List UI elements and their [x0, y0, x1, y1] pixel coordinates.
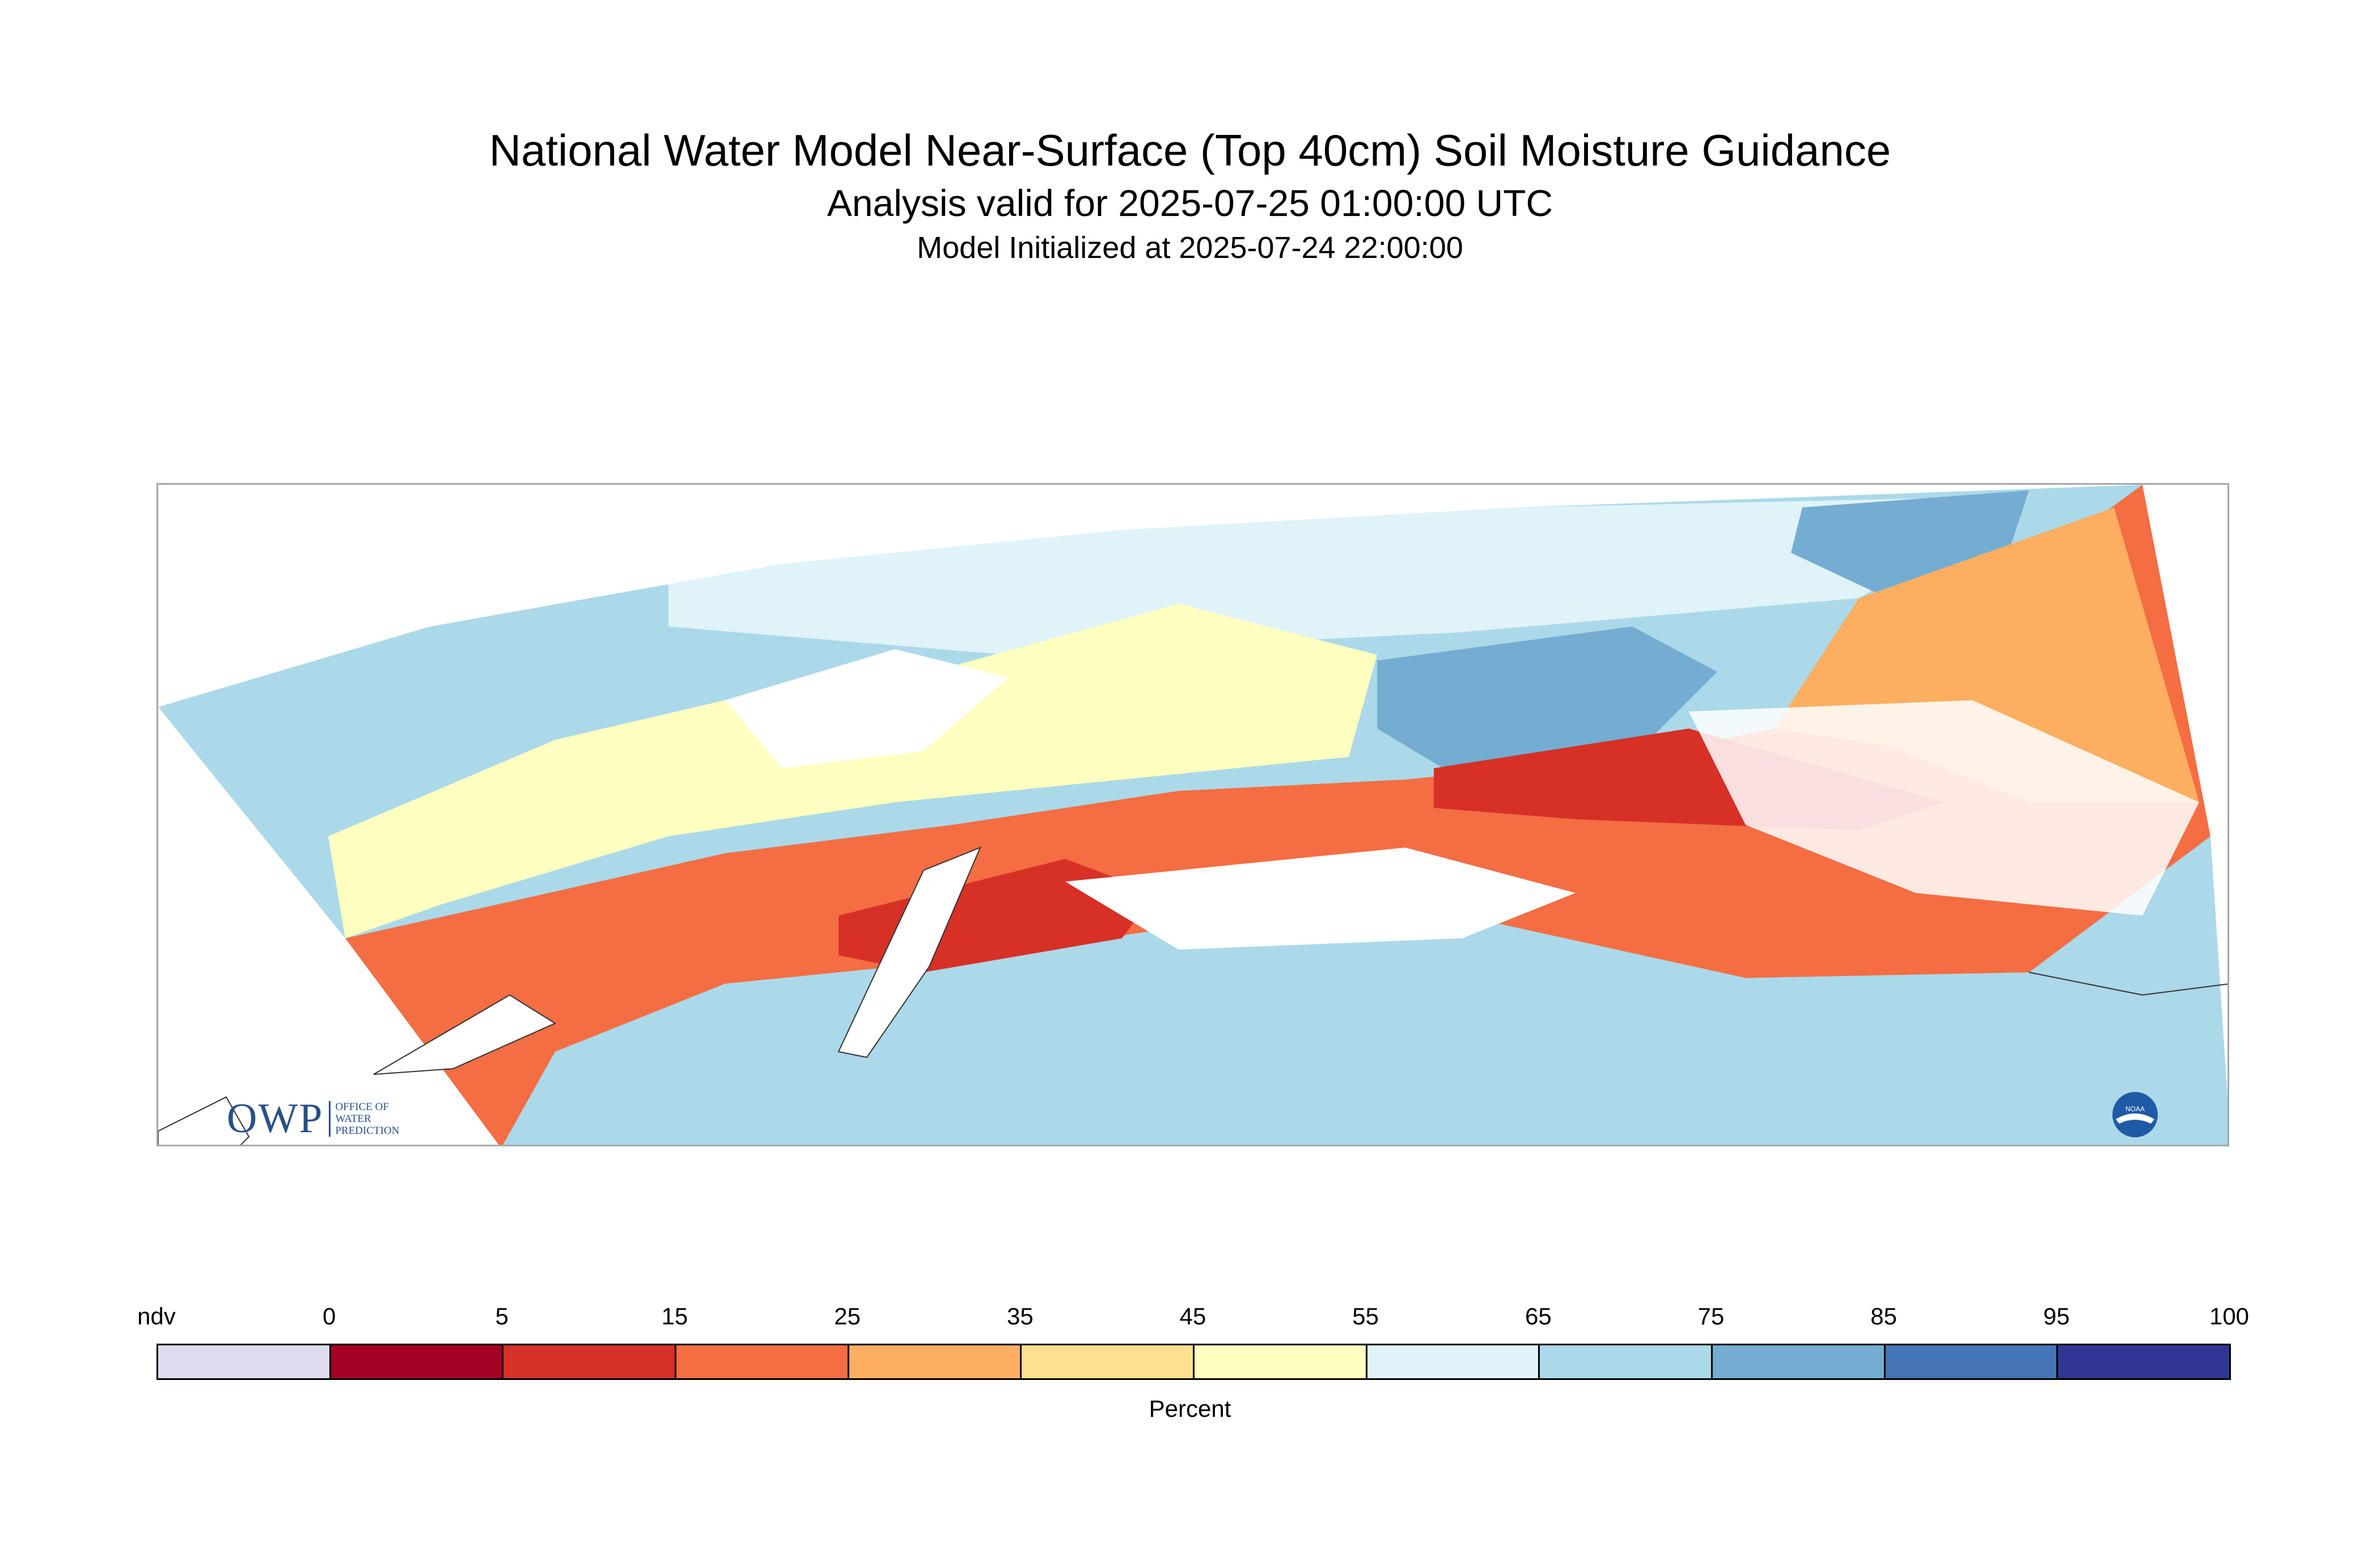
colorbar-bin [1711, 1344, 1886, 1380]
map-panel[interactable] [156, 483, 2229, 1146]
owp-logo: OWP OFFICE OF WATER PREDICTION [227, 1095, 399, 1142]
colorbar-tick-label: 95 [2043, 1303, 2070, 1329]
noaa-logo: NOAA [2112, 1092, 2158, 1137]
nodata-patch-2 [1065, 848, 1576, 950]
model-domain [158, 485, 2227, 1145]
colorbar-bin [502, 1344, 676, 1380]
southwest-coast [158, 1096, 250, 1145]
colorbar-bin [847, 1344, 1022, 1380]
soil-moisture-map [158, 485, 2227, 1145]
colorbar-tick-label: ndv [137, 1303, 176, 1329]
colorbar-tick-label: 45 [1179, 1303, 1206, 1329]
colorbar-bin [675, 1344, 849, 1380]
colorbar-bin [1883, 1344, 2059, 1380]
colorbar-bin [1020, 1344, 1195, 1380]
valid-time: Analysis valid for 2025-07-25 01:00:00 U… [827, 182, 1553, 224]
colorbar-units: Percent [1149, 1395, 1231, 1422]
nodata-patch-1 [725, 649, 1009, 768]
colorbar-tick-label: 5 [495, 1303, 509, 1329]
colorbar-bin [329, 1344, 504, 1380]
colorbar-bin [156, 1344, 331, 1380]
colorbar-bin [1193, 1344, 1367, 1380]
nodata-patch-3 [1689, 700, 2199, 916]
colorbar-tick-label: 75 [1697, 1303, 1725, 1329]
moderate-band [328, 604, 1377, 938]
colorbar-tick-label: 0 [322, 1303, 336, 1329]
colorbar [156, 1344, 2231, 1380]
colorbar-tick-label: 35 [1006, 1303, 1034, 1329]
colorbar-tick-label: 65 [1524, 1303, 1552, 1329]
colorbar-tick-label: 85 [1870, 1303, 1898, 1329]
title-block: National Water Model Near-Surface (Top 4… [0, 122, 2380, 268]
svg-text:NOAA: NOAA [2125, 1105, 2145, 1113]
map-title: National Water Model Near-Surface (Top 4… [489, 125, 1891, 175]
dry-band [345, 485, 2210, 1145]
inlet-central [837, 846, 981, 1058]
colorbar-tick-label: 55 [1352, 1303, 1379, 1329]
owp-logo-text: OWP [227, 1095, 324, 1142]
init-time: Model Initialized at 2025-07-24 22:00:00 [917, 231, 1463, 265]
colorbar-bin [1538, 1344, 1713, 1380]
inlet-west [373, 994, 557, 1075]
colorbar-tick-label: 100 [2209, 1303, 2250, 1329]
colorbar-tick-label: 25 [834, 1303, 861, 1329]
colorbar-bin [2056, 1344, 2231, 1380]
southeast-coastline [2028, 972, 2227, 996]
colorbar-tick-label: 15 [661, 1303, 688, 1329]
colorbar-bin [1365, 1344, 1540, 1380]
owp-logo-subtext: OFFICE OF WATER PREDICTION [329, 1100, 399, 1137]
